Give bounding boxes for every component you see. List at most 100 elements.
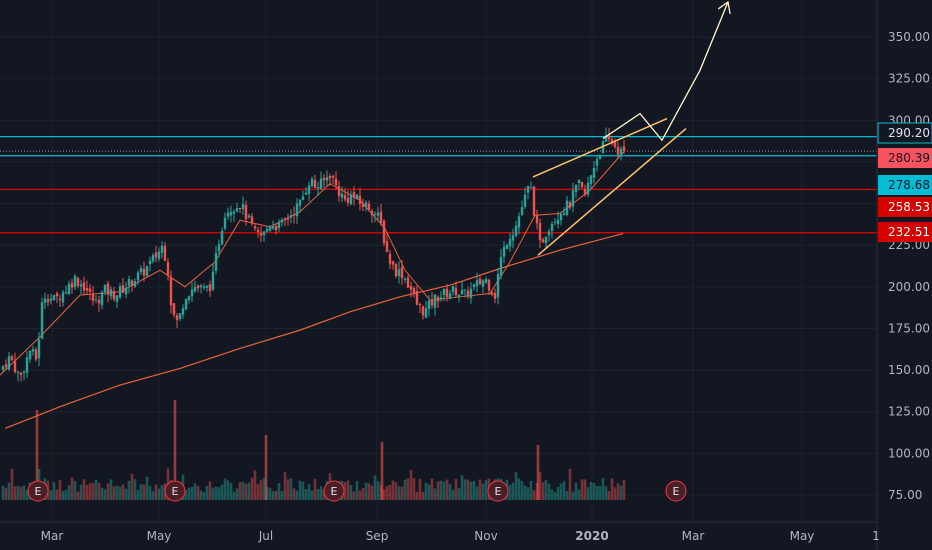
candle-body	[307, 185, 311, 194]
volume-bar	[94, 479, 98, 500]
candle-body	[463, 289, 467, 291]
candle-body	[430, 300, 434, 306]
candle-body	[487, 279, 491, 291]
candle-body	[442, 289, 446, 295]
candle-body	[547, 231, 551, 236]
channel-upper-line	[532, 117, 668, 178]
price-tag-last: 280.39	[878, 148, 932, 168]
volume-bar	[274, 490, 278, 500]
candle-body	[577, 179, 581, 184]
horizontal-levels	[0, 135, 877, 234]
volume-bar	[220, 484, 224, 500]
candle-body	[295, 203, 299, 217]
candle-body	[64, 292, 68, 294]
volume-bar	[76, 491, 80, 500]
candle-body	[508, 239, 512, 247]
volume-bar	[151, 491, 155, 500]
volume-spike	[173, 400, 177, 500]
volume-bar	[433, 488, 437, 500]
candle-body	[97, 299, 101, 304]
volume-bar	[298, 480, 302, 500]
volume-spike	[264, 435, 268, 500]
volume-bar	[97, 482, 101, 500]
earnings-marker[interactable]: E	[665, 480, 687, 502]
volume-bar	[610, 478, 614, 500]
volume-bar	[319, 486, 323, 500]
candle-body	[556, 219, 560, 225]
volume-bar	[619, 485, 623, 500]
volume-bar	[304, 489, 308, 500]
volume-bar	[559, 483, 563, 500]
candle-body	[574, 184, 578, 192]
candle-body	[259, 232, 263, 236]
candle-body	[211, 271, 215, 290]
volume-spike	[35, 410, 39, 500]
candle-body	[292, 214, 296, 216]
volume-bar	[514, 472, 518, 500]
candle-body	[82, 282, 86, 291]
candle-body	[610, 139, 614, 144]
volume-bar	[253, 470, 257, 500]
candle-body	[382, 220, 386, 244]
volume-bar	[196, 486, 200, 500]
volume-bar	[127, 480, 131, 500]
candle-body	[445, 288, 449, 297]
candle-body	[109, 289, 113, 297]
volume-bar	[343, 482, 347, 500]
candle-body	[322, 177, 326, 181]
y-tick-label: 75.00	[888, 488, 922, 502]
candle-body	[4, 364, 8, 368]
earnings-marker[interactable]: E	[487, 480, 509, 502]
forecast-arrowhead	[717, 0, 731, 14]
candle-body	[436, 296, 440, 302]
candle-body	[376, 212, 380, 216]
candle-body	[193, 287, 197, 292]
earnings-marker[interactable]: E	[164, 480, 186, 502]
candle-body	[157, 251, 161, 259]
volume-bar	[442, 481, 446, 500]
volume-bar	[295, 490, 299, 500]
candle-body	[403, 278, 407, 280]
candle-body	[250, 216, 254, 224]
earnings-letter: E	[673, 485, 680, 498]
volume-bar	[277, 483, 281, 500]
candle-body	[499, 256, 503, 276]
volume-bar	[73, 480, 77, 500]
channel-lower-line	[537, 128, 687, 256]
candle-body	[325, 177, 329, 181]
volume-bar	[364, 482, 368, 500]
volume-bar	[139, 484, 143, 500]
volume-bar	[19, 487, 23, 500]
volume-bar	[292, 488, 296, 500]
volume-bar	[421, 491, 425, 500]
volume-bar	[607, 491, 611, 500]
volume-bar	[13, 486, 17, 500]
earnings-circle	[665, 480, 687, 502]
earnings-circle	[27, 480, 49, 502]
candle-body	[28, 350, 32, 360]
volume-bar	[454, 478, 458, 500]
volume-bar	[238, 482, 242, 500]
volume-bar	[622, 479, 626, 500]
candle-body	[220, 230, 224, 245]
candle-body	[427, 300, 431, 309]
earnings-marker[interactable]: E	[27, 480, 49, 502]
candle-body	[205, 285, 209, 288]
candle-body	[613, 142, 617, 148]
candle-body	[622, 146, 626, 151]
volume-bar	[361, 488, 365, 500]
volume-bar	[88, 483, 92, 500]
candle-body	[397, 269, 401, 277]
earnings-marker[interactable]: E	[323, 480, 345, 502]
candle-body	[160, 245, 164, 253]
candle-body	[526, 186, 530, 193]
earnings-letter: E	[172, 485, 179, 498]
volume-bar	[223, 478, 227, 500]
candle-body	[103, 284, 107, 293]
candle-body	[199, 285, 203, 288]
time-axis[interactable]: Mar May Jul Sep Nov 2020 Mar May 1	[41, 529, 880, 543]
volume-bar	[472, 480, 476, 500]
volume-bar	[205, 485, 209, 500]
